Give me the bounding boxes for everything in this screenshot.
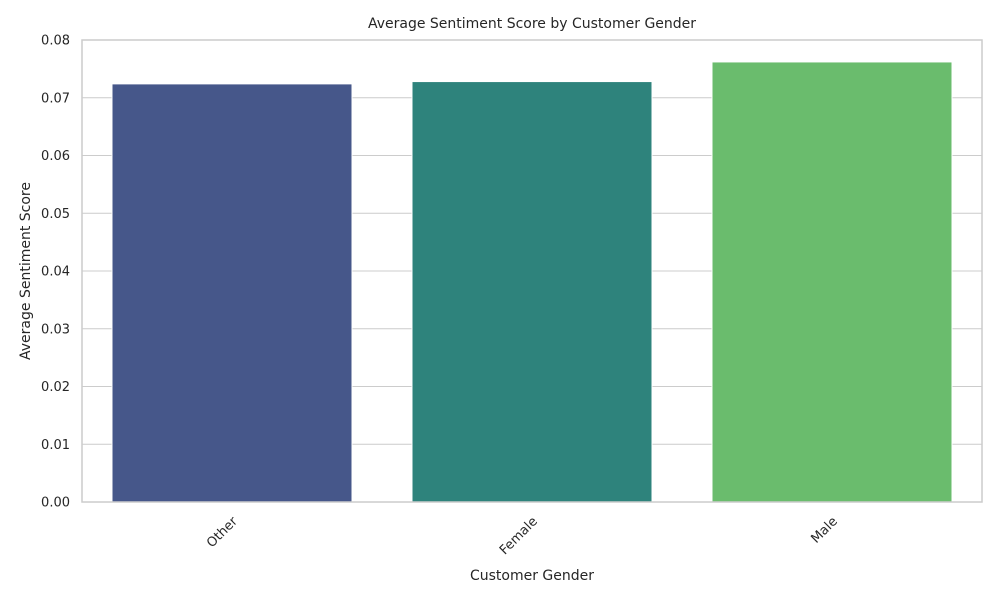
x-axis-label: Customer Gender <box>470 568 594 584</box>
chart-title: Average Sentiment Score by Customer Gend… <box>368 16 696 32</box>
y-tick-label: 0.04 <box>41 265 70 280</box>
y-tick-label: 0.01 <box>41 438 70 453</box>
y-tick-label: 0.06 <box>41 149 70 164</box>
bar-male <box>711 61 953 503</box>
y-tick-label: 0.02 <box>41 380 70 395</box>
y-tick-label: 0.03 <box>41 322 70 337</box>
bars <box>111 61 953 503</box>
y-tick-label: 0.05 <box>41 207 70 222</box>
y-axis-label: Average Sentiment Score <box>18 182 34 360</box>
y-tick-label: 0.00 <box>41 496 70 511</box>
y-tick-label: 0.08 <box>41 34 70 49</box>
x-tick-label-other: Other <box>204 514 241 551</box>
bar-female <box>411 81 653 503</box>
y-tick-labels: 0.00 0.01 0.02 0.03 0.04 0.05 0.06 0.07 0.08 <box>41 34 70 511</box>
x-tick-label-female: Female <box>497 514 541 558</box>
x-tick-labels: Other Female Male <box>204 514 841 558</box>
y-tick-label: 0.07 <box>41 91 70 106</box>
plot-frame <box>81 39 983 503</box>
x-tick-label-male: Male <box>808 514 840 546</box>
bar-other <box>111 83 353 503</box>
